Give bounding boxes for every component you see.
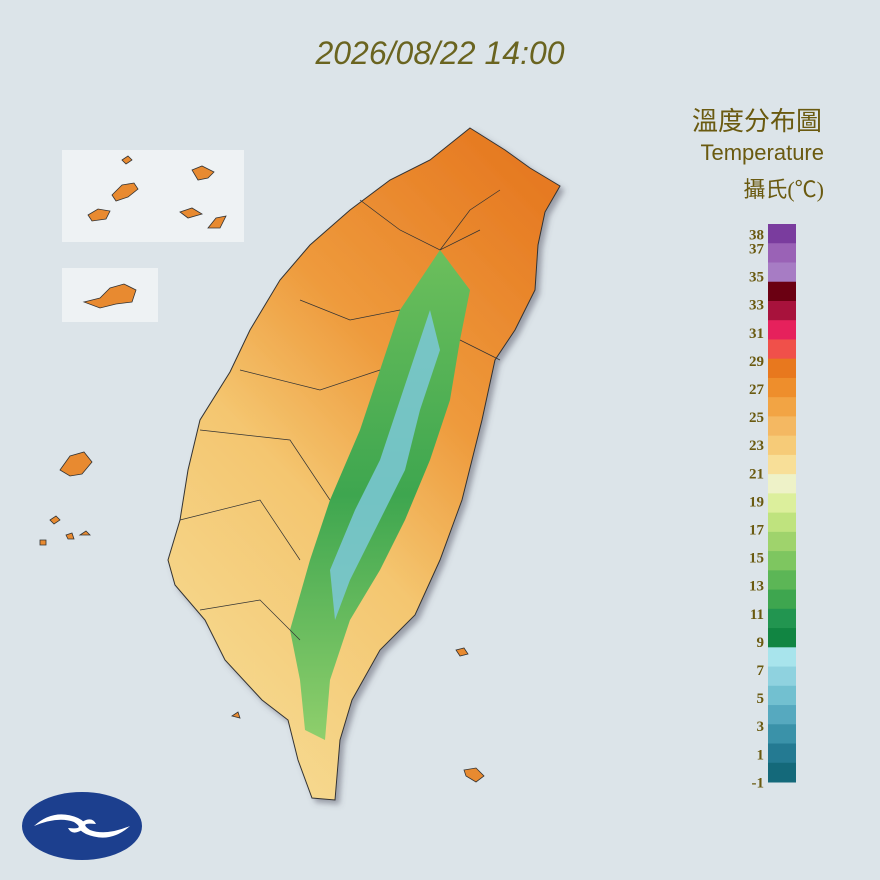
timestamp: 2026/08/22 14:00 bbox=[314, 35, 564, 71]
legend-label: 5 bbox=[757, 691, 765, 707]
islands bbox=[39, 155, 485, 783]
legend-label: 11 bbox=[750, 607, 764, 623]
legend-subtitle: Temperature bbox=[700, 140, 824, 165]
legend-swatch bbox=[768, 358, 796, 379]
legend-label: 29 bbox=[749, 354, 764, 370]
legend-swatch bbox=[768, 435, 796, 456]
legend-swatch bbox=[768, 454, 796, 475]
legend-label: 33 bbox=[749, 298, 764, 314]
legend-swatch bbox=[768, 281, 796, 302]
legend-swatch bbox=[768, 743, 796, 764]
county-borders bbox=[179, 189, 501, 641]
legend-swatch bbox=[768, 243, 796, 263]
legend-label: 35 bbox=[749, 270, 764, 286]
legend-swatch bbox=[768, 589, 796, 610]
legend-label: 7 bbox=[757, 663, 765, 679]
legend-swatch bbox=[768, 608, 796, 629]
legend-title: 溫度分布圖 bbox=[692, 107, 822, 136]
legend-swatch bbox=[768, 397, 796, 417]
legend-swatch bbox=[768, 666, 796, 687]
legend-label: -1 bbox=[752, 775, 765, 791]
logo bbox=[22, 792, 142, 860]
legend-label: 3 bbox=[757, 719, 765, 735]
legend-swatch bbox=[768, 320, 796, 340]
legend-label: 13 bbox=[749, 579, 764, 595]
legend-swatch bbox=[768, 474, 796, 494]
legend-swatch bbox=[768, 762, 796, 783]
legend-label: 17 bbox=[749, 523, 765, 539]
legend-label: 37 bbox=[749, 241, 765, 257]
legend-swatch bbox=[768, 628, 796, 648]
legend-label: 38 bbox=[749, 227, 764, 243]
legend-swatch bbox=[768, 262, 796, 283]
legend-swatch bbox=[768, 724, 796, 745]
legend-label: 31 bbox=[749, 326, 764, 342]
legend-label: 25 bbox=[749, 410, 764, 426]
legend-swatch bbox=[768, 685, 796, 706]
legend-swatch bbox=[768, 531, 796, 552]
legend-label: 19 bbox=[749, 494, 764, 510]
legend-swatch bbox=[768, 377, 796, 398]
legend-swatch bbox=[768, 416, 796, 437]
legend-swatch bbox=[768, 570, 796, 591]
legend-unit: 攝氏(℃) bbox=[743, 177, 824, 202]
high-peaks bbox=[330, 310, 440, 620]
legend-label: 1 bbox=[757, 747, 765, 763]
legend-swatch bbox=[768, 339, 796, 360]
legend-swatch bbox=[768, 300, 796, 321]
legend-swatch bbox=[768, 647, 796, 668]
legend-label: 21 bbox=[749, 466, 764, 482]
legend-swatch bbox=[768, 224, 796, 244]
legend-label: 9 bbox=[757, 635, 765, 651]
legend-swatch bbox=[768, 493, 796, 514]
legend-label: 15 bbox=[749, 551, 764, 567]
legend-swatch bbox=[768, 512, 796, 533]
legend-label: 27 bbox=[749, 382, 765, 398]
legend-label: 23 bbox=[749, 438, 764, 454]
legend-swatch bbox=[768, 705, 796, 725]
legend-swatch bbox=[768, 551, 796, 571]
